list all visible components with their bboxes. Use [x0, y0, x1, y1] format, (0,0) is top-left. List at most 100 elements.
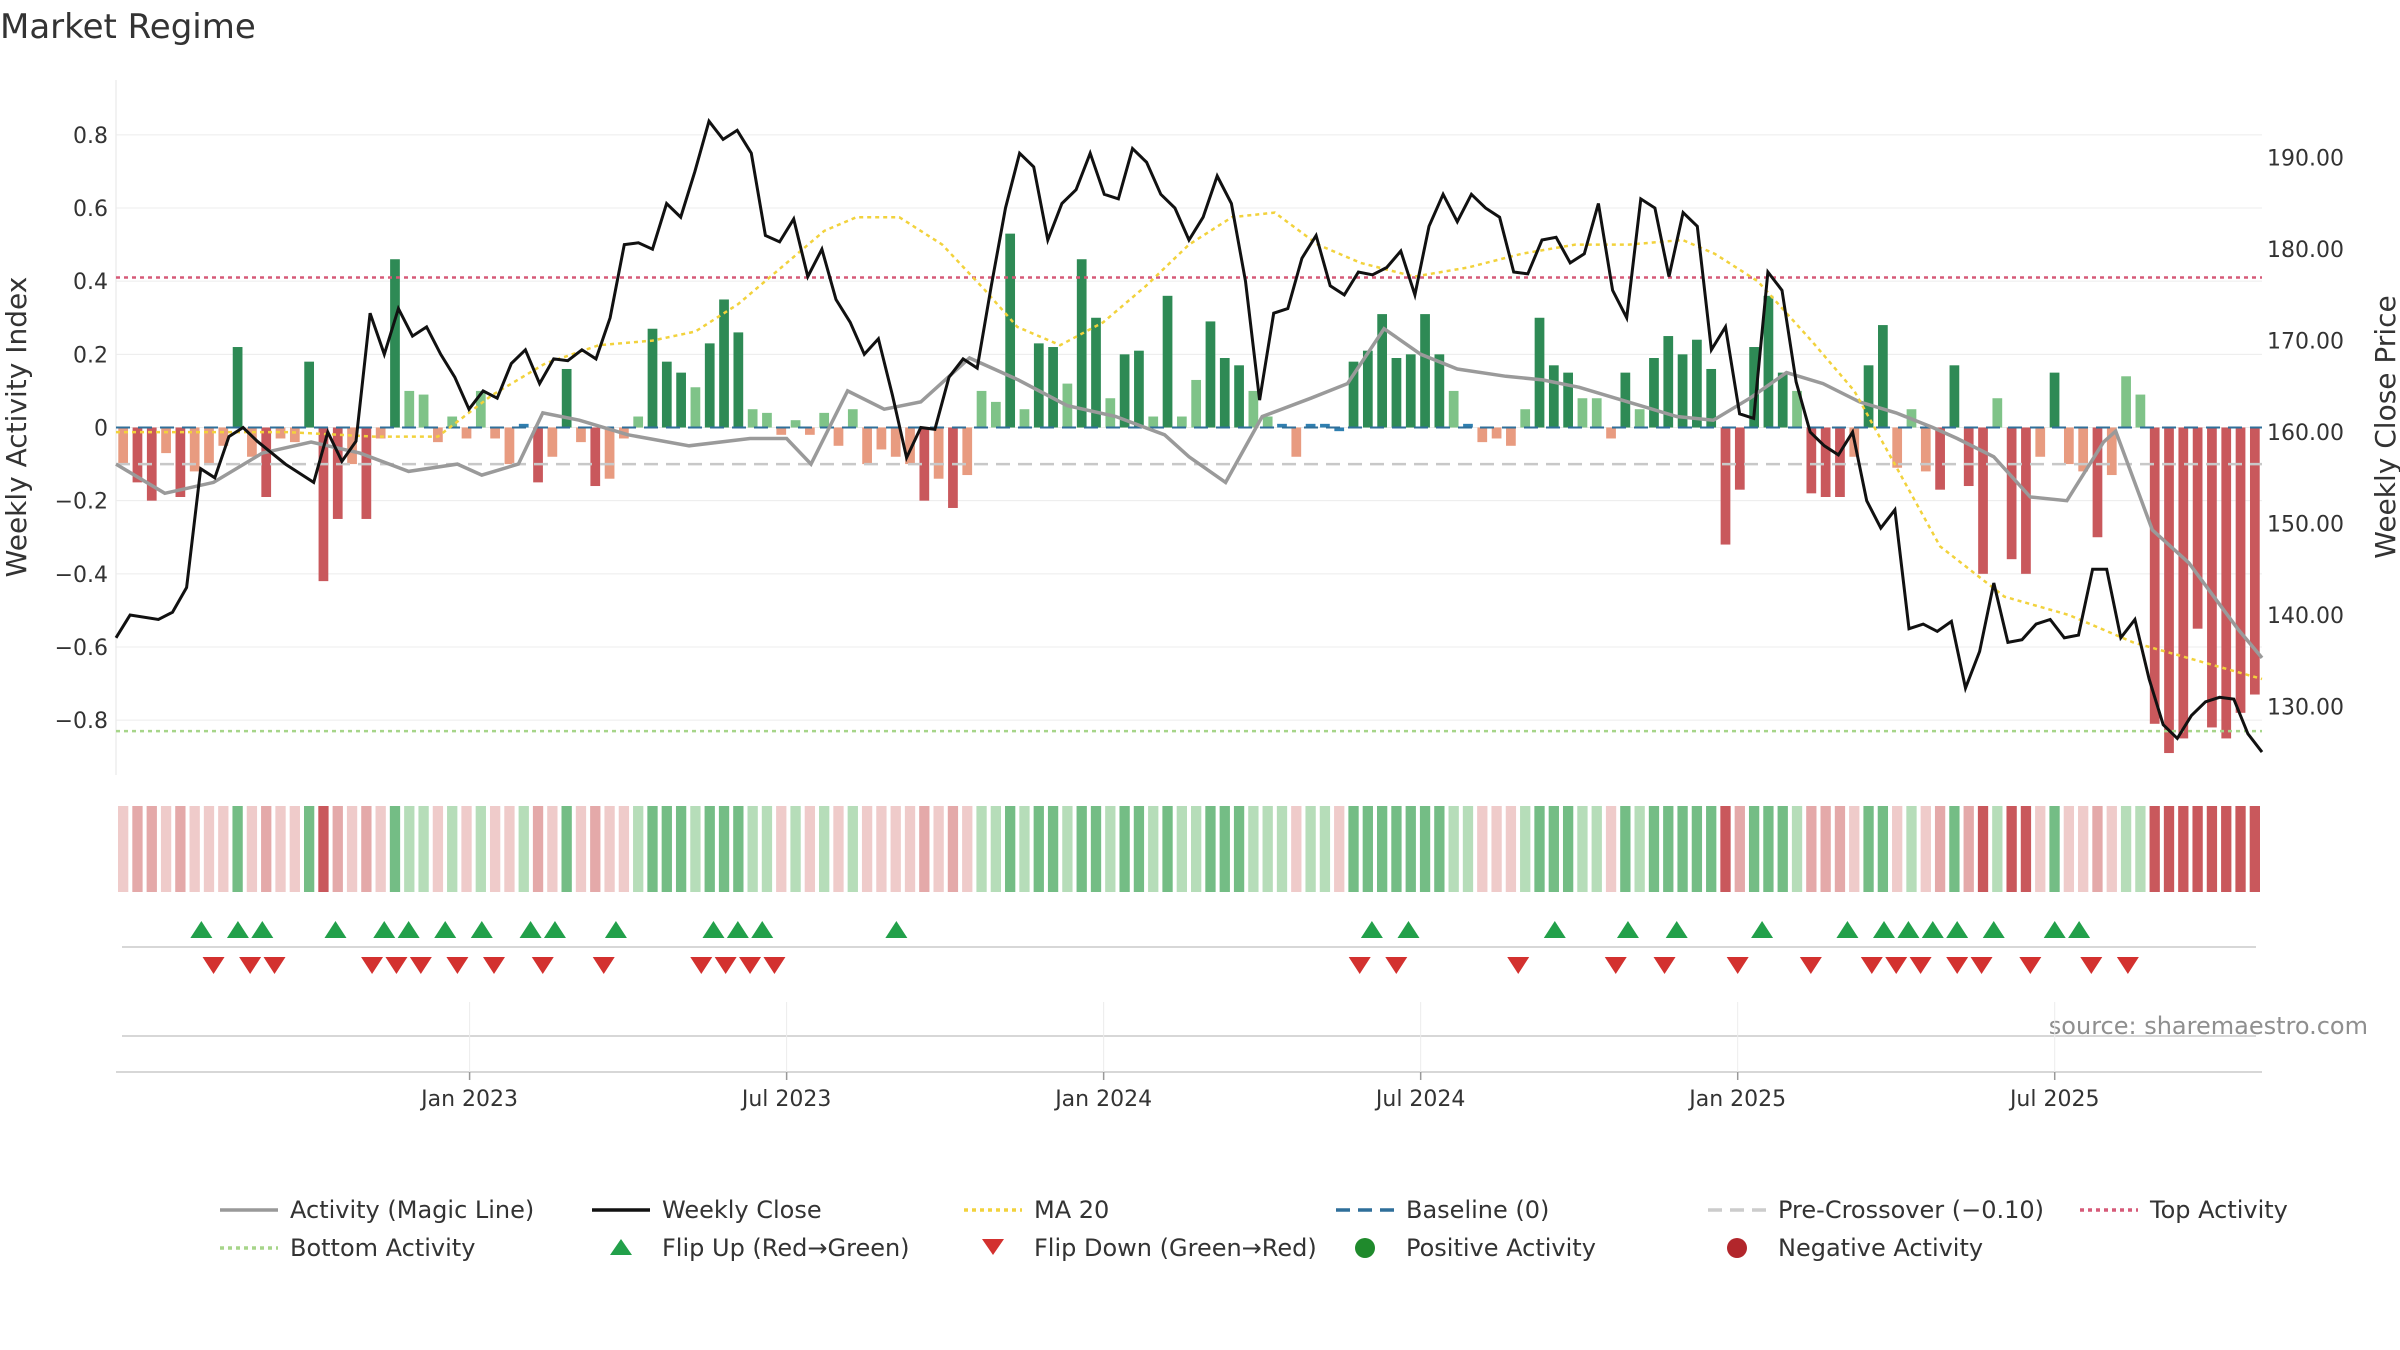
- regime-cell: [876, 806, 887, 892]
- regime-cell: [432, 806, 444, 892]
- y-axis-left-label: Weekly Activity Index: [0, 277, 33, 578]
- regime-cell: [1376, 806, 1388, 892]
- activity-bar: [189, 427, 200, 472]
- flip-up-marker: [1836, 921, 1859, 938]
- left-tick-label: 0.4: [73, 270, 108, 295]
- regime-cell: [547, 806, 558, 892]
- regime-cell: [1634, 806, 1645, 892]
- regime-strip: [118, 806, 2260, 892]
- regime-cell: [919, 806, 930, 892]
- regime-cell: [1748, 806, 1760, 892]
- regime-cell: [1706, 806, 1717, 892]
- regime-cell: [2049, 806, 2060, 892]
- activity-bar: [533, 427, 543, 483]
- legend-label: Negative Activity: [1778, 1234, 1983, 1262]
- right-tick-label: 130.00: [2267, 695, 2344, 720]
- activity-bar: [218, 427, 229, 446]
- flip-up-marker: [373, 921, 396, 938]
- regime-cell: [747, 806, 758, 892]
- activity-bar: [1105, 398, 1116, 428]
- regime-cell: [461, 806, 472, 892]
- regime-cell: [346, 806, 358, 892]
- activity-bar: [204, 427, 214, 465]
- activity-bar: [776, 427, 787, 435]
- flip-down-marker: [763, 957, 786, 974]
- activity-bar: [289, 427, 300, 443]
- flip-up-marker: [519, 921, 542, 938]
- activity-bar: [561, 368, 572, 428]
- activity-bar: [1534, 317, 1545, 428]
- regime-cell: [819, 806, 830, 892]
- right-tick-label: 180.00: [2267, 238, 2344, 263]
- activity-bar: [1291, 427, 1302, 457]
- activity-bar: [433, 427, 443, 443]
- flip-up-marker: [885, 921, 908, 938]
- regime-cell: [1720, 806, 1731, 892]
- flip-up-marker: [1897, 921, 1920, 938]
- flip-up-marker: [1751, 921, 1774, 938]
- regime-cell: [1047, 806, 1059, 892]
- activity-bar: [2078, 427, 2089, 472]
- regime-cell: [160, 806, 172, 892]
- regime-cell: [1176, 806, 1187, 892]
- activity-bar: [390, 259, 400, 428]
- activity-bar: [504, 427, 515, 465]
- flip-down-marker: [1970, 957, 1993, 974]
- regime-cell: [1763, 806, 1774, 892]
- regime-cell: [1806, 806, 1817, 892]
- flip-up-marker: [1360, 921, 1383, 938]
- legend-item: Weekly Close: [592, 1196, 822, 1224]
- regime-cell: [2035, 806, 2046, 892]
- flip-down-marker: [1385, 957, 1408, 974]
- regime-cell: [2221, 806, 2232, 892]
- activity-bar: [2178, 427, 2189, 739]
- regime-cell: [1090, 806, 1102, 892]
- activity-bar: [1076, 259, 1087, 428]
- activity-bar: [332, 427, 343, 519]
- activity-bar: [247, 427, 257, 457]
- regime-cell: [175, 806, 186, 892]
- flip-markers: [116, 921, 2262, 1080]
- activity-bar: [1277, 423, 1287, 428]
- regime-cell: [132, 806, 143, 892]
- regime-cell: [2063, 806, 2075, 892]
- regime-cell: [1691, 806, 1703, 892]
- flip-up-marker: [1873, 921, 1896, 938]
- regime-cell: [1291, 806, 1302, 892]
- activity-bar: [2135, 394, 2146, 428]
- activity-bar: [1148, 416, 1159, 428]
- activity-bar: [1835, 427, 1845, 497]
- flip-down-marker: [1507, 957, 1530, 974]
- activity-bar: [747, 409, 758, 428]
- activity-bar: [1506, 427, 1516, 446]
- regime-cell: [1963, 806, 1974, 892]
- activity-bar: [876, 427, 887, 450]
- legend-label: Activity (Magic Line): [290, 1196, 534, 1224]
- regime-cell: [203, 806, 215, 892]
- regime-cell: [575, 806, 587, 892]
- regime-cell: [604, 806, 615, 892]
- flip-up-marker: [1946, 921, 1969, 938]
- regime-cell: [303, 806, 315, 892]
- left-tick-label: 0.6: [73, 197, 108, 222]
- right-tick-label: 170.00: [2267, 330, 2344, 355]
- x-tick-label: Jul 2023: [740, 1087, 832, 1112]
- activity-bar: [404, 390, 415, 428]
- regime-cell: [804, 806, 816, 892]
- regime-cell: [1591, 806, 1602, 892]
- flip-down-marker: [1860, 957, 1883, 974]
- activity-bar: [1763, 295, 1774, 428]
- left-tick-label: −0.6: [55, 636, 108, 661]
- regime-cell: [1820, 806, 1831, 892]
- right-tick-label: 190.00: [2267, 147, 2344, 172]
- regime-cell: [1520, 806, 1531, 892]
- regime-cell: [1391, 806, 1402, 892]
- right-tick-label: 160.00: [2267, 421, 2344, 446]
- activity-bar: [1162, 295, 1173, 428]
- left-tick-label: 0.2: [73, 343, 108, 368]
- activity-bar: [1348, 361, 1359, 428]
- regime-cell: [690, 806, 701, 892]
- flip-down-marker: [2019, 957, 2042, 974]
- regime-cell: [1949, 806, 1960, 892]
